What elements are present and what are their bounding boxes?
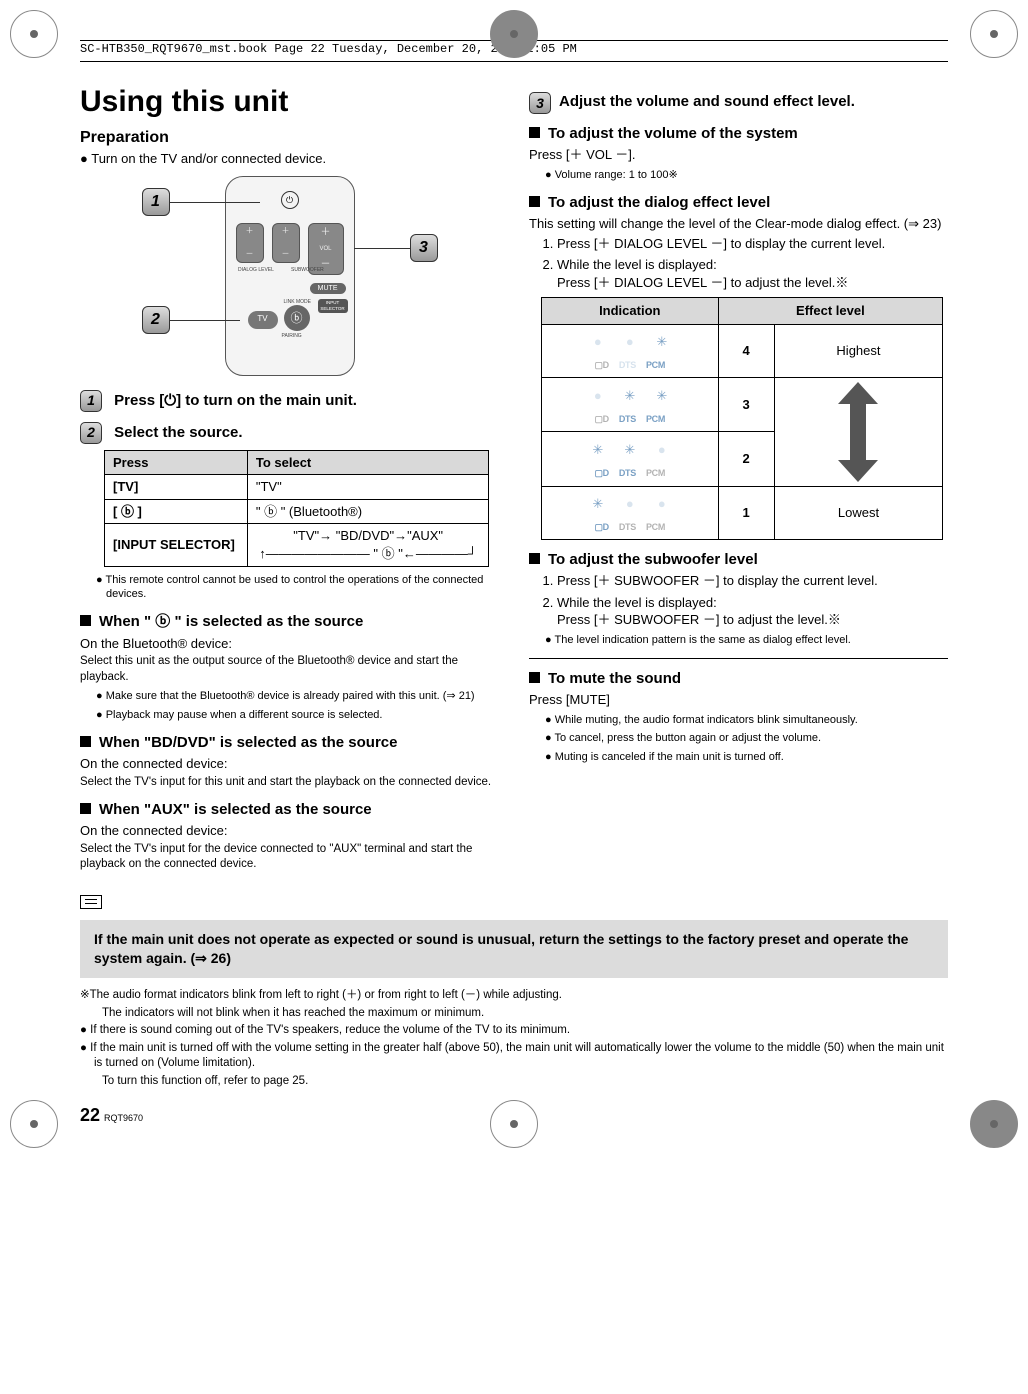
dot-icon: ● <box>587 331 609 353</box>
dot-icon: ● <box>619 493 641 515</box>
heading-mute: To mute the sound <box>529 669 948 689</box>
page-title: Using this unit <box>80 82 499 123</box>
bt-line: On the Bluetooth® device: <box>80 635 499 653</box>
vol-line: Press [＋ VOL －]. <box>529 146 948 164</box>
dot-icon: ● <box>619 331 641 353</box>
indication-cell: ● ● ✳ ▢D DTS PCM <box>542 324 719 377</box>
list-item: Press [＋ SUBWOOFER －] to display the cur… <box>557 572 948 590</box>
bt-note: ● Make sure that the Bluetooth® device i… <box>96 689 499 704</box>
sun-icon: ✳ <box>587 439 609 461</box>
table-cell: "TV" <box>247 475 489 500</box>
mute-line: Press [MUTE] <box>529 691 948 709</box>
press-table: Press To select [TV] "TV" [ ⓑ ] " ⓑ " (B… <box>104 450 489 567</box>
preparation-bullet: ● Turn on the TV and/or connected device… <box>80 150 499 168</box>
bt-line: Select this unit as the output source of… <box>80 654 499 685</box>
registration-mark <box>970 10 1018 58</box>
aux-line: Select the TV's input for the device con… <box>80 842 499 873</box>
vol-note: ● Volume range: 1 to 100※ <box>545 168 948 183</box>
effect-header: Effect level <box>718 298 943 325</box>
tv-button-icon: TV <box>248 311 278 329</box>
remote-illustration: ⏻ ＋－ ＋－ ＋VOL－ DIALOG LEVEL SUBWOOFER MUT… <box>130 176 450 376</box>
sub-note: ● The level indication pattern is the sa… <box>545 633 948 648</box>
list-item: Press [＋ DIALOG LEVEL －] to display the … <box>557 235 948 253</box>
sun-icon: ✳ <box>651 385 673 407</box>
level-number: 2 <box>718 432 774 487</box>
step-3-title: 3 Adjust the volume and sound effect lev… <box>529 92 948 114</box>
footnote: To turn this function off, refer to page… <box>102 1074 948 1090</box>
dialog-line: This setting will change the level of th… <box>529 215 948 233</box>
registration-mark <box>490 1100 538 1148</box>
mute-note: ● Muting is canceled if the main unit is… <box>545 750 948 765</box>
heading-bd-source: When "BD/DVD" is selected as the source <box>80 733 499 753</box>
table-cell: [ ⓑ ] <box>105 499 248 524</box>
footnote: ※The audio format indicators blink from … <box>94 988 948 1004</box>
effect-level-table: Indication Effect level ● ● ✳ ▢D DTS PCM <box>541 297 943 540</box>
step-2-title: 2 Select the source. <box>80 422 499 444</box>
power-icon: ⏻ <box>281 191 299 209</box>
indication-cell: ✳ ✳ ● ▢D DTS PCM <box>542 432 719 487</box>
indication-cell: ✳ ● ● ▢D DTS PCM <box>542 486 719 539</box>
callout-1: 1 <box>142 188 170 216</box>
dot-icon: ● <box>651 493 673 515</box>
step-badge-2: 2 <box>80 422 102 444</box>
mute-note: ● While muting, the audio format indicat… <box>545 713 948 728</box>
bd-line: Select the TV's input for this unit and … <box>80 775 499 791</box>
aux-line: On the connected device: <box>80 822 499 840</box>
reference-icon <box>80 895 102 909</box>
remote-note: ● This remote control cannot be used to … <box>96 573 499 603</box>
list-item: While the level is displayed: Press [＋ D… <box>557 256 948 291</box>
heading-aux-source: When "AUX" is selected as the source <box>80 800 499 820</box>
registration-mark <box>10 10 58 58</box>
footnote: The indicators will not blink when it ha… <box>102 1006 948 1022</box>
level-word: Lowest <box>774 486 943 539</box>
heading-bluetooth-source: When " ⓑ " is selected as the source <box>80 612 499 632</box>
sun-icon: ✳ <box>619 385 641 407</box>
table-cell: [INPUT SELECTOR] <box>105 524 248 566</box>
bluetooth-button-icon: ⓑ <box>284 305 310 331</box>
list-item: While the level is displayed: Press [＋ S… <box>557 594 948 629</box>
heading-dialog-level: To adjust the dialog effect level <box>529 193 948 213</box>
dot-icon: ● <box>651 439 673 461</box>
table-cell: " ⓑ " (Bluetooth®) <box>247 499 489 524</box>
level-word: Highest <box>774 324 943 377</box>
bd-line: On the connected device: <box>80 755 499 773</box>
callout-2: 2 <box>142 306 170 334</box>
toselect-header: To select <box>247 450 489 475</box>
registration-mark <box>10 1100 58 1148</box>
step-badge-3: 3 <box>529 92 551 114</box>
mute-label: MUTE <box>310 283 346 294</box>
registration-mark <box>970 1100 1018 1148</box>
table-cell: "TV"→ "BD/DVD"→"AUX" ↑———————— " ⓑ "←———… <box>247 524 489 566</box>
press-header: Press <box>105 450 248 475</box>
level-number: 4 <box>718 324 774 377</box>
indication-header: Indication <box>542 298 719 325</box>
mute-note: ● To cancel, press the button again or a… <box>545 731 948 746</box>
bt-note: ● Playback may pause when a different so… <box>96 708 499 723</box>
footnote: ● If the main unit is turned off with th… <box>94 1041 948 1072</box>
heading-subwoofer-level: To adjust the subwoofer level <box>529 550 948 570</box>
up-down-arrow-icon <box>838 382 878 482</box>
step-badge-1: 1 <box>80 390 102 412</box>
sun-icon: ✳ <box>587 493 609 515</box>
registration-mark <box>490 10 538 58</box>
heading-adjust-volume: To adjust the volume of the system <box>529 124 948 144</box>
step-1-title: 1 Press [⏻] to turn on the main unit. <box>80 390 499 412</box>
level-number: 1 <box>718 486 774 539</box>
factory-reset-box: If the main unit does not operate as exp… <box>80 920 948 978</box>
dot-icon: ● <box>587 385 609 407</box>
footnote: ● If there is sound coming out of the TV… <box>94 1023 948 1039</box>
table-cell: [TV] <box>105 475 248 500</box>
arrow-cell <box>774 377 943 486</box>
preparation-heading: Preparation <box>80 127 499 149</box>
sun-icon: ✳ <box>651 331 673 353</box>
indication-cell: ● ✳ ✳ ▢D DTS PCM <box>542 377 719 432</box>
footnotes: ※The audio format indicators blink from … <box>80 988 948 1089</box>
level-number: 3 <box>718 377 774 432</box>
callout-3: 3 <box>410 234 438 262</box>
sun-icon: ✳ <box>619 439 641 461</box>
